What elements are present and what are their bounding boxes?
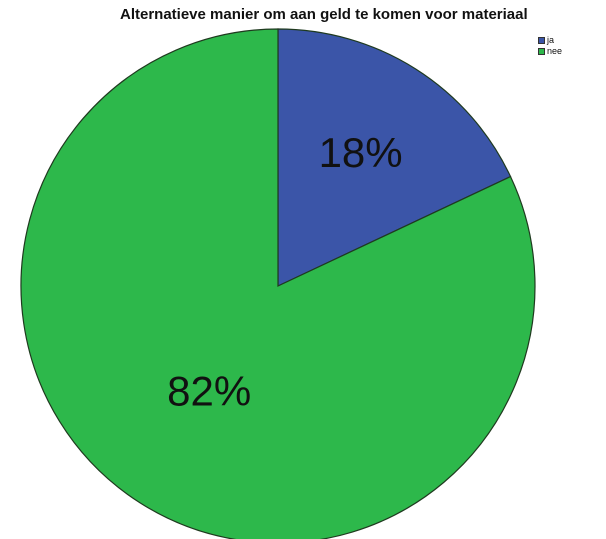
- pie-slice-ja: [277, 28, 512, 287]
- legend-swatch-nee: [538, 48, 545, 55]
- legend-swatch-ja: [538, 37, 545, 44]
- pie-slice-nee: [20, 28, 536, 539]
- legend-item-nee: nee: [538, 46, 562, 57]
- legend-label-ja: ja: [547, 35, 555, 45]
- data-label-ja: 18%: [319, 129, 403, 176]
- chart-title: Alternatieve manier om aan geld te komen…: [120, 6, 528, 23]
- data-label-nee: 82%: [167, 368, 251, 415]
- legend-label-nee: nee: [547, 46, 563, 56]
- legend: ja nee: [538, 35, 562, 57]
- legend-item-ja: ja: [538, 35, 562, 46]
